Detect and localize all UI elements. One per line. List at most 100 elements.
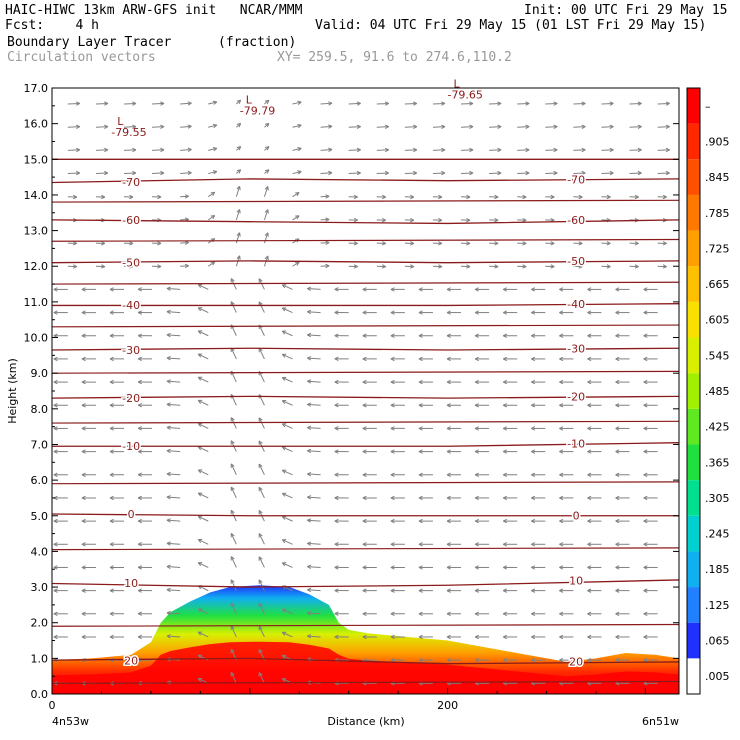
circulation-vector [292, 100, 302, 105]
vector-head [307, 587, 312, 593]
circulation-vector [601, 101, 614, 106]
colorbar-label: .005 [705, 670, 730, 683]
vector-head [281, 446, 287, 451]
vector-head [109, 426, 114, 431]
circulation-vector [334, 634, 349, 640]
vector-head [438, 264, 443, 269]
circulation-vector [230, 556, 237, 568]
vector-shaft [307, 380, 321, 383]
circulation-vector [502, 634, 518, 640]
vector-head [559, 542, 564, 547]
circulation-vector [629, 241, 639, 246]
vector-shaft [629, 102, 642, 105]
vector-head [166, 286, 171, 291]
vector-head [353, 194, 358, 200]
vector-shaft [292, 192, 300, 198]
circulation-vector [432, 241, 443, 246]
circulation-vector [307, 564, 321, 570]
vector-head [334, 379, 339, 385]
vector-head [258, 672, 263, 677]
colorbar-swatch [687, 622, 700, 659]
circulation-vector [109, 518, 124, 524]
vector-head [502, 472, 508, 477]
circulation-vector [152, 170, 165, 176]
circulation-vector [123, 264, 134, 269]
vector-head [587, 287, 592, 292]
vector-shaft [282, 330, 293, 337]
vector-shaft [258, 556, 265, 568]
colorbar-swatch [687, 230, 700, 267]
temperature-contour [52, 623, 679, 627]
circulation-vector [81, 611, 96, 616]
vector-shaft [307, 635, 321, 638]
circulation-vector [643, 472, 658, 477]
vector-head [230, 440, 235, 445]
circulation-vector [531, 287, 546, 292]
vector-head [559, 333, 564, 338]
circulation-vector [559, 449, 574, 454]
circulation-vector [258, 672, 265, 684]
vector-head [129, 194, 134, 200]
y-tick-label: 14.0 [24, 189, 49, 202]
vector-head [446, 333, 451, 338]
circulation-vector [587, 495, 602, 501]
vector-shaft [517, 102, 530, 105]
vector-head [328, 170, 333, 176]
low-value-label: -79.79 [240, 104, 275, 117]
vector-head [446, 634, 451, 640]
vector-head [497, 124, 502, 129]
vector-head [502, 287, 508, 292]
circulation-vector [446, 287, 462, 292]
circulation-vector [573, 147, 586, 153]
vector-shaft [258, 463, 265, 475]
circulation-vector [292, 123, 302, 129]
vector-head [328, 124, 333, 129]
circulation-vector [362, 518, 377, 524]
vector-shaft [166, 334, 181, 337]
vector-head [210, 191, 216, 197]
circulation-vector [418, 472, 433, 477]
vector-head [474, 657, 479, 663]
y-axis-label: Height (km) [6, 358, 19, 424]
circulation-vector [348, 241, 358, 246]
circulation-vector [657, 264, 667, 269]
vector-head [446, 287, 451, 292]
circulation-vector [643, 611, 658, 616]
contour-label: -60 [122, 214, 140, 227]
vector-head [587, 356, 592, 362]
vector-head [559, 287, 564, 292]
vector-head [297, 123, 302, 129]
circulation-vector [474, 287, 490, 292]
circulation-vector [657, 101, 670, 106]
vector-head [418, 611, 423, 616]
circulation-vector [376, 241, 387, 246]
vector-head [281, 515, 287, 520]
vector-shaft [230, 463, 237, 475]
vector-head [637, 147, 642, 153]
vector-head [334, 287, 339, 292]
vector-head [197, 562, 203, 567]
colorbar-swatch [687, 658, 700, 694]
colorbar-swatch [687, 587, 700, 623]
circulation-vector [502, 657, 518, 663]
vector-head [581, 101, 586, 106]
vector-head [550, 264, 555, 269]
colorbar-label: .845 [705, 171, 730, 184]
circulation-vector [446, 657, 462, 663]
circulation-vector [489, 217, 499, 223]
vector-head [236, 185, 241, 191]
circulation-vector [137, 495, 153, 501]
circulation-vector [545, 194, 555, 200]
vector-head [230, 579, 235, 584]
circulation-vector [531, 495, 546, 501]
vector-head [665, 147, 670, 153]
circulation-vector [559, 565, 574, 570]
vector-head [578, 264, 583, 269]
circulation-vector [446, 356, 462, 362]
temperature-contour [52, 547, 679, 551]
circulation-vector [166, 610, 181, 616]
circulation-vector [362, 472, 377, 477]
y-tick-label: 9.0 [31, 367, 49, 380]
circulation-vector [137, 588, 153, 593]
circulation-vector [95, 101, 109, 106]
